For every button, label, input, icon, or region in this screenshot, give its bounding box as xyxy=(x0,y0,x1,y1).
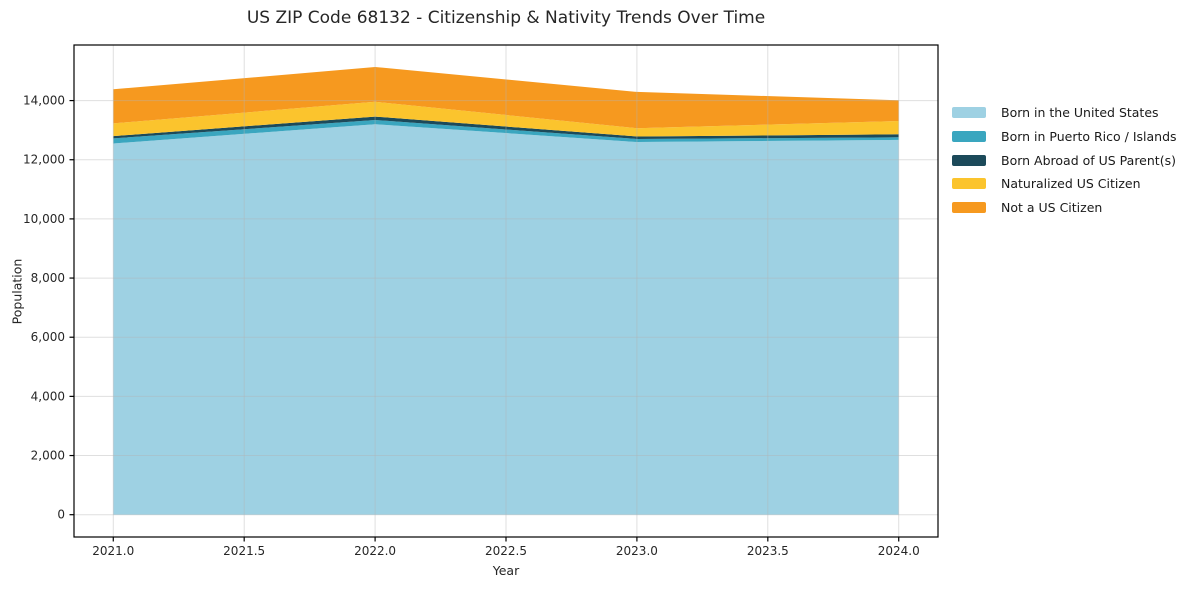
x-tick-label: 2022.5 xyxy=(485,544,527,558)
legend-item: Naturalized US Citizen xyxy=(952,172,1177,196)
y-tick-label: 12,000 xyxy=(23,153,65,167)
y-tick-label: 2,000 xyxy=(31,449,65,463)
x-tick-label: 2024.0 xyxy=(878,544,920,558)
area-born-in-the-united-states xyxy=(113,124,899,515)
legend-label: Not a US Citizen xyxy=(1001,200,1103,216)
x-tick-label: 2023.0 xyxy=(616,544,658,558)
area-naturalized-us-citizen xyxy=(113,101,899,137)
chart-title: US ZIP Code 68132 - Citizenship & Nativi… xyxy=(246,8,766,28)
x-tick-label: 2022.0 xyxy=(354,544,396,558)
legend-swatch-icon xyxy=(952,178,986,190)
y-tick-label: 14,000 xyxy=(23,94,65,108)
y-tick-label: 6,000 xyxy=(31,330,65,344)
legend-swatch-icon xyxy=(952,131,986,143)
legend-item: Not a US Citizen xyxy=(952,196,1177,220)
legend-swatch-icon xyxy=(952,202,986,214)
area-born-abroad-of-us-parent-s xyxy=(113,116,899,139)
y-tick-label: 10,000 xyxy=(23,212,65,226)
area-born-in-puerto-rico-islands xyxy=(113,120,899,144)
legend: Born in the United States Born in Puerto… xyxy=(952,101,1177,219)
x-tick-label: 2021.0 xyxy=(92,544,134,558)
legend-label: Born in Puerto Rico / Islands xyxy=(1001,129,1177,145)
legend-label: Naturalized US Citizen xyxy=(1001,176,1141,192)
legend-swatch-icon xyxy=(952,154,986,166)
legend-swatch-icon xyxy=(952,107,986,119)
x-tick-label: 2023.5 xyxy=(747,544,789,558)
legend-label: Born Abroad of US Parent(s) xyxy=(1001,152,1176,168)
x-axis-label: Year xyxy=(492,563,520,578)
y-tick-label: 4,000 xyxy=(31,389,65,403)
x-tick-label: 2021.5 xyxy=(223,544,265,558)
area-not-a-us-citizen xyxy=(113,67,899,129)
legend-item: Born in Puerto Rico / Islands xyxy=(952,125,1177,149)
legend-item: Born Abroad of US Parent(s) xyxy=(952,148,1177,172)
y-tick-label: 8,000 xyxy=(31,271,65,285)
legend-label: Born in the United States xyxy=(1001,105,1159,121)
y-tick-label: 0 xyxy=(57,508,65,522)
legend-item: Born in the United States xyxy=(952,101,1177,125)
